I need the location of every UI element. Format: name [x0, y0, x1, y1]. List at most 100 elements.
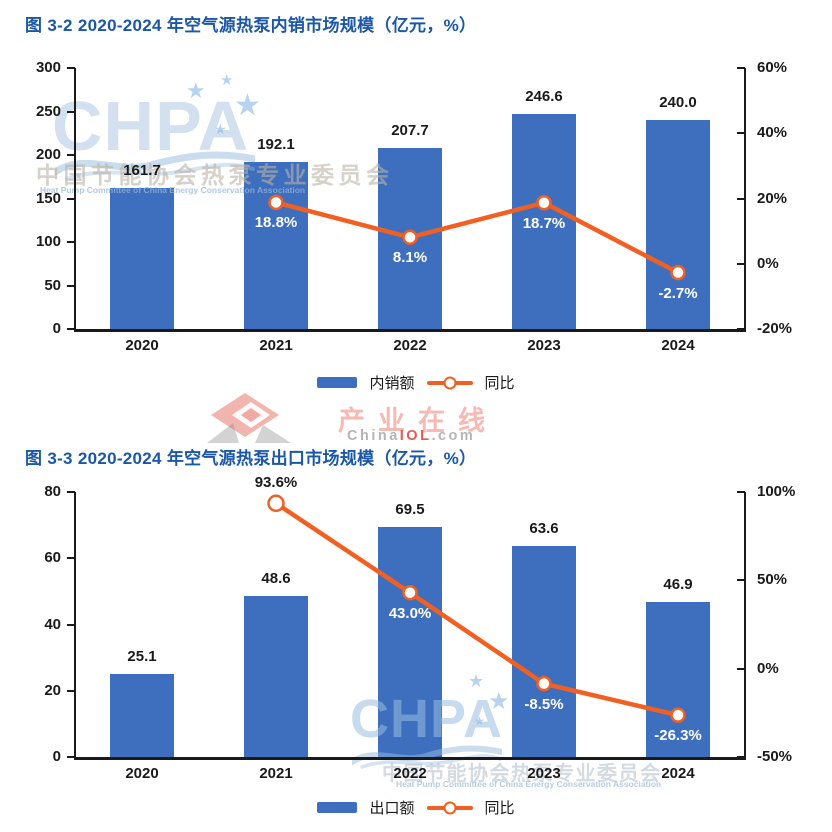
- bar-2020: [110, 188, 174, 329]
- left-axis-tick: [67, 197, 75, 200]
- right-axis-line: [744, 492, 746, 757]
- right-axis-tick-label: 50%: [757, 571, 788, 589]
- yoy-value-label: -26.3%: [654, 727, 702, 745]
- right-axis-tick: [737, 579, 745, 582]
- bar-2021: [244, 161, 308, 329]
- bar-value-label: 46.9: [663, 575, 693, 593]
- line-marker-icon: [443, 376, 456, 389]
- left-axis-tick: [67, 689, 75, 692]
- left-axis-tick-label: 20: [44, 681, 61, 699]
- right-axis-tick: [737, 262, 745, 265]
- left-axis-tick: [67, 557, 75, 560]
- x-axis-label: 2024: [661, 337, 695, 354]
- yoy-value-label: 18.8%: [254, 214, 298, 232]
- bar-value-label: 246.6: [525, 88, 563, 106]
- x-axis-label: 2020: [125, 765, 159, 782]
- left-axis-tick-label: 0: [52, 748, 61, 765]
- left-axis-tick-label: 300: [35, 59, 61, 76]
- left-axis-tick: [67, 284, 75, 287]
- x-axis-label: 2020: [125, 337, 159, 354]
- right-axis-tick-label: -20%: [757, 320, 793, 337]
- bar-2021: [244, 596, 308, 757]
- x-axis-label: 2021: [259, 765, 293, 782]
- x-axis-label: 2023: [527, 337, 561, 354]
- x-axis-label: 2022: [393, 337, 427, 354]
- right-axis-tick-label: 60%: [757, 59, 788, 76]
- left-axis-tick-label: 0: [52, 320, 61, 337]
- left-axis-line: [74, 68, 76, 329]
- left-axis-line: [74, 492, 76, 757]
- chart-title: 图 3-2 2020-2024 年空气源热泵内销市场规模（亿元，%）: [25, 16, 477, 35]
- bar-2022: [378, 526, 442, 757]
- chart-title: 图 3-3 2020-2024 年空气源热泵出口市场规模（亿元，%）: [25, 449, 477, 468]
- legend-bar-label: 出口额: [369, 800, 415, 817]
- x-axis-label: 2023: [527, 765, 561, 782]
- x-axis-line: [74, 329, 746, 332]
- left-axis-tick-label: 150: [35, 189, 61, 207]
- left-axis-tick: [67, 110, 75, 113]
- left-axis-tick-label: 250: [35, 102, 61, 120]
- yoy-value-label: -8.5%: [524, 695, 564, 713]
- left-axis-tick: [67, 756, 75, 758]
- yoy-value-label: 18.7%: [522, 214, 566, 232]
- bar-legend-swatch: [317, 802, 358, 813]
- legend-line-label: 同比: [484, 800, 515, 817]
- bar-value-label: 69.5: [395, 500, 425, 518]
- right-axis-tick: [737, 667, 745, 670]
- bar-2022: [378, 148, 442, 329]
- right-axis-tick-label: 0%: [757, 659, 779, 677]
- right-axis-tick-label: 100%: [757, 483, 796, 500]
- line-marker: [267, 494, 285, 513]
- legend-bar-label: 内销额: [369, 375, 415, 392]
- right-axis-tick: [737, 328, 745, 330]
- left-axis-tick-label: 100: [35, 233, 61, 250]
- left-axis-tick-label: 50: [44, 276, 61, 294]
- left-axis-tick: [67, 328, 75, 330]
- left-axis-tick-label: 200: [35, 146, 61, 163]
- line-legend-swatch: [426, 801, 473, 814]
- bar-value-label: 161.7: [123, 162, 161, 180]
- bar-value-label: 192.1: [257, 135, 295, 153]
- left-axis-tick: [67, 241, 75, 243]
- bar-legend-swatch: [317, 377, 358, 388]
- bar-value-label: 48.6: [261, 570, 291, 587]
- left-axis-tick: [67, 623, 75, 626]
- line-marker-icon: [443, 801, 456, 814]
- yoy-value-label: 8.1%: [392, 249, 428, 267]
- left-axis-tick: [67, 491, 75, 493]
- legend-line-label: 同比: [484, 375, 515, 392]
- right-axis-tick-label: 40%: [757, 124, 788, 142]
- left-axis-tick: [67, 154, 75, 156]
- legend: 出口额 同比: [0, 797, 832, 818]
- yoy-value-label: 43.0%: [388, 604, 432, 622]
- right-axis-line: [744, 68, 746, 329]
- yoy-value-label: 93.6%: [254, 474, 298, 492]
- yoy-polyline: [273, 501, 681, 718]
- right-axis-tick: [737, 491, 745, 493]
- right-axis-tick: [737, 197, 745, 200]
- yoy-value-label: -2.7%: [658, 284, 698, 302]
- right-axis-tick-label: -50%: [757, 748, 793, 765]
- bar-value-label: 25.1: [127, 647, 157, 665]
- legend: 内销额 同比: [0, 372, 832, 393]
- x-axis-label: 2022: [393, 765, 427, 782]
- right-axis-tick: [737, 67, 745, 69]
- x-axis-label: 2024: [661, 765, 695, 782]
- x-axis-line: [74, 757, 746, 760]
- left-axis-tick-label: 40: [44, 615, 61, 633]
- bar-2023: [512, 546, 576, 757]
- left-axis-tick: [67, 67, 75, 69]
- bar-2020: [110, 673, 174, 757]
- bar-value-label: 240.0: [659, 94, 697, 112]
- right-axis-tick-label: 0%: [757, 254, 779, 272]
- left-axis-tick-label: 80: [44, 483, 61, 500]
- right-axis-tick-label: 20%: [757, 189, 788, 207]
- bar-value-label: 63.6: [529, 520, 559, 538]
- left-axis-tick-label: 60: [44, 549, 61, 567]
- x-axis-label: 2021: [259, 337, 293, 354]
- right-axis-tick: [737, 756, 745, 758]
- line-legend-swatch: [426, 376, 473, 389]
